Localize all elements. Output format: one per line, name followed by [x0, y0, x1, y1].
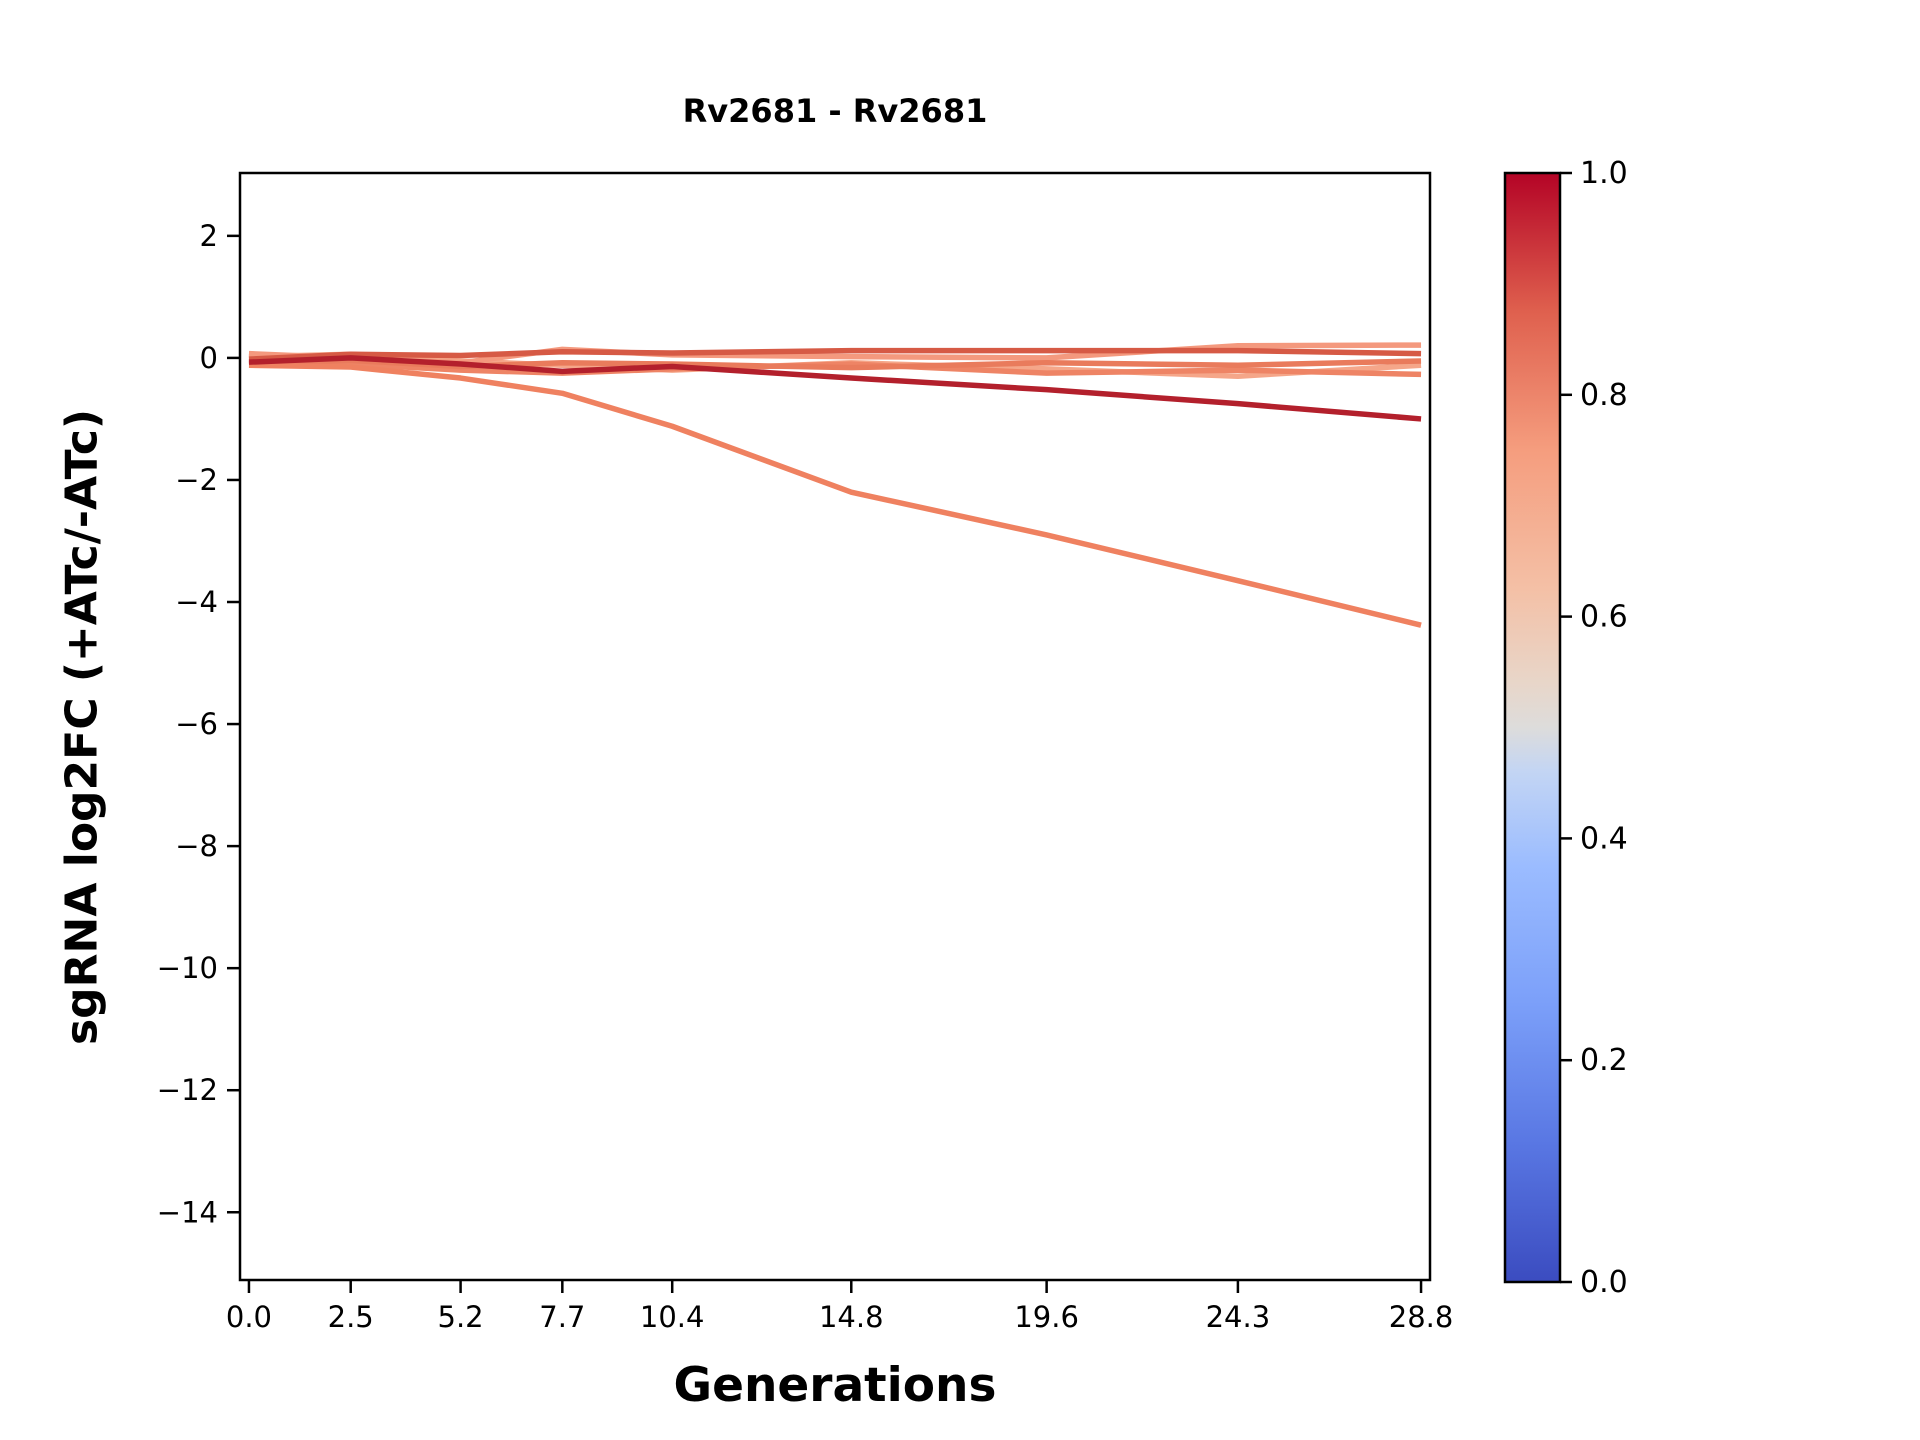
x-tick-label: 2.5 — [328, 1300, 374, 1334]
series-line-sgRNA-1 — [248, 355, 1422, 422]
x-tick-label: 0.0 — [226, 1300, 272, 1334]
y-tick-label: −6 — [175, 707, 218, 741]
colorbar-tick-label: 0.8 — [1580, 378, 1628, 413]
x-tick-label: 14.8 — [819, 1300, 884, 1334]
x-tick-label: 10.4 — [640, 1300, 705, 1334]
y-tick-label: 0 — [200, 341, 218, 375]
colorbar-tick-label: 0.6 — [1580, 600, 1628, 635]
x-tick-label: 7.7 — [539, 1300, 585, 1334]
y-tick-label: −14 — [157, 1195, 218, 1229]
colorbar-tick-label: 0.4 — [1580, 821, 1628, 856]
colorbar — [1503, 171, 1562, 1284]
y-tick-label: 2 — [200, 219, 218, 253]
x-tick-label: 19.6 — [1014, 1300, 1079, 1334]
plot-border — [238, 171, 1432, 1282]
y-tick-label: −12 — [157, 1073, 218, 1107]
series-line-sgRNA-2 — [248, 362, 1422, 628]
y-tick-label: −8 — [175, 829, 218, 863]
colorbar-tick-label: 1.0 — [1580, 156, 1628, 191]
y-tick-label: −4 — [175, 585, 218, 619]
chart-title: Rv2681 - Rv2681 — [682, 92, 988, 130]
x-tick-label: 24.3 — [1206, 1300, 1271, 1334]
colorbar-tick-label: 0.0 — [1580, 1265, 1628, 1300]
y-tick-label: −10 — [157, 951, 218, 985]
x-tick-label: 28.8 — [1389, 1300, 1454, 1334]
colorbar-tick-label: 0.2 — [1580, 1043, 1628, 1078]
x-tick-label: 5.2 — [438, 1300, 484, 1334]
series-line-sgRNA-3 — [248, 347, 1422, 362]
x-axis-label: Generations — [673, 1358, 997, 1413]
y-tick-label: −2 — [175, 463, 218, 497]
